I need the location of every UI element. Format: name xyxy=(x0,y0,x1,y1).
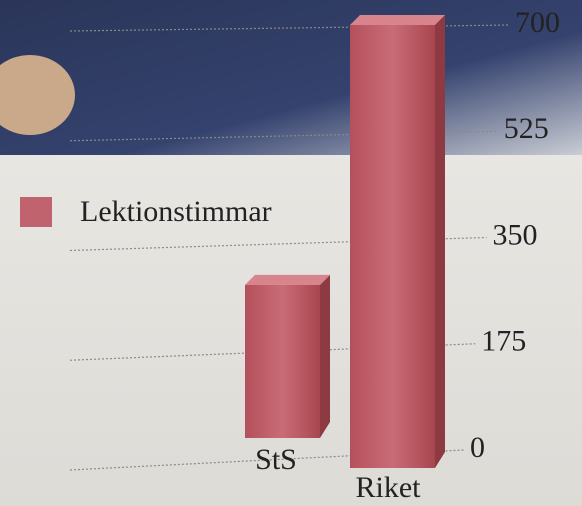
y-tick-label: 0 xyxy=(470,431,485,464)
bar-top xyxy=(350,15,445,25)
bar-side xyxy=(320,275,330,438)
y-tick-label: 700 xyxy=(515,6,560,39)
bar-side xyxy=(435,15,445,468)
x-tick-label: StS xyxy=(255,443,297,476)
bar-top xyxy=(245,275,330,285)
x-tick-label: Riket xyxy=(356,471,422,504)
bar xyxy=(350,25,435,468)
legend-swatch xyxy=(20,197,52,227)
legend-label: Lektionstimmar xyxy=(80,195,272,228)
chart: Lektionstimmar 0 175 350 525 700 StS Riket xyxy=(0,0,582,506)
y-tick-label: 175 xyxy=(481,325,526,358)
y-tick-label: 350 xyxy=(493,218,538,251)
y-tick-label: 525 xyxy=(504,112,549,145)
bar xyxy=(245,285,320,438)
page: Lektionstimmar 0175350525700StSRiket (()… xyxy=(0,0,582,506)
